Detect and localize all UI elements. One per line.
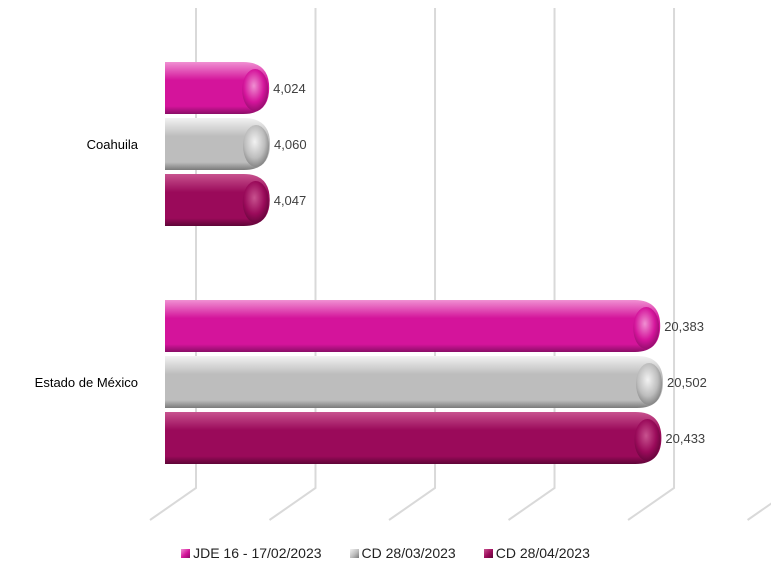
- bar-series: [165, 62, 664, 464]
- bar[interactable]: [165, 118, 271, 170]
- data-label: 20,502: [667, 375, 707, 390]
- data-label: 20,383: [664, 319, 704, 334]
- category-labels: Coahuila Estado de México: [35, 137, 139, 390]
- gridlines: [149, 8, 771, 521]
- bar-end-cap: [636, 363, 663, 405]
- legend: JDE 16 - 17/02/2023 CD 28/03/2023 CD 28/…: [0, 543, 771, 563]
- gridline: [507, 8, 556, 521]
- legend-label-1: JDE 16 - 17/02/2023: [193, 545, 322, 561]
- data-label: 4,024: [273, 81, 306, 96]
- data-labels: 4,024 4,060 4,047 20,383 20,502 20,433: [273, 81, 707, 446]
- gridline: [388, 8, 437, 521]
- legend-item-series-1[interactable]: JDE 16 - 17/02/2023: [181, 545, 322, 561]
- bar[interactable]: [165, 300, 661, 352]
- bar-end-cap: [243, 125, 270, 167]
- data-label: 4,047: [274, 193, 307, 208]
- legend-label-2: CD 28/03/2023: [361, 545, 456, 561]
- bar-end-cap: [633, 307, 660, 349]
- bar-end-cap: [242, 181, 269, 223]
- legend-item-series-3[interactable]: CD 28/04/2023: [483, 545, 590, 561]
- gridline: [746, 502, 771, 521]
- gridline: [268, 8, 317, 521]
- gridline: [627, 8, 676, 521]
- category-label: Estado de México: [35, 375, 138, 390]
- legend-swatch-2: [349, 548, 359, 558]
- bar[interactable]: [165, 174, 270, 226]
- legend-swatch-3: [483, 548, 493, 558]
- bar[interactable]: [165, 62, 270, 114]
- legend-item-series-2[interactable]: CD 28/03/2023: [349, 545, 456, 561]
- bar[interactable]: [165, 356, 664, 408]
- legend-label-3: CD 28/04/2023: [495, 545, 590, 561]
- data-label: 4,060: [274, 137, 307, 152]
- chart-plot-area: 4,024 4,060 4,047 20,383 20,502 20,433 Coahui…: [35, 8, 771, 521]
- data-label: 20,433: [665, 431, 705, 446]
- bar-end-cap: [634, 419, 661, 461]
- category-label: Coahuila: [87, 137, 139, 152]
- bar-end-cap: [242, 69, 269, 111]
- bar[interactable]: [165, 412, 662, 464]
- legend-swatch-1: [181, 548, 191, 558]
